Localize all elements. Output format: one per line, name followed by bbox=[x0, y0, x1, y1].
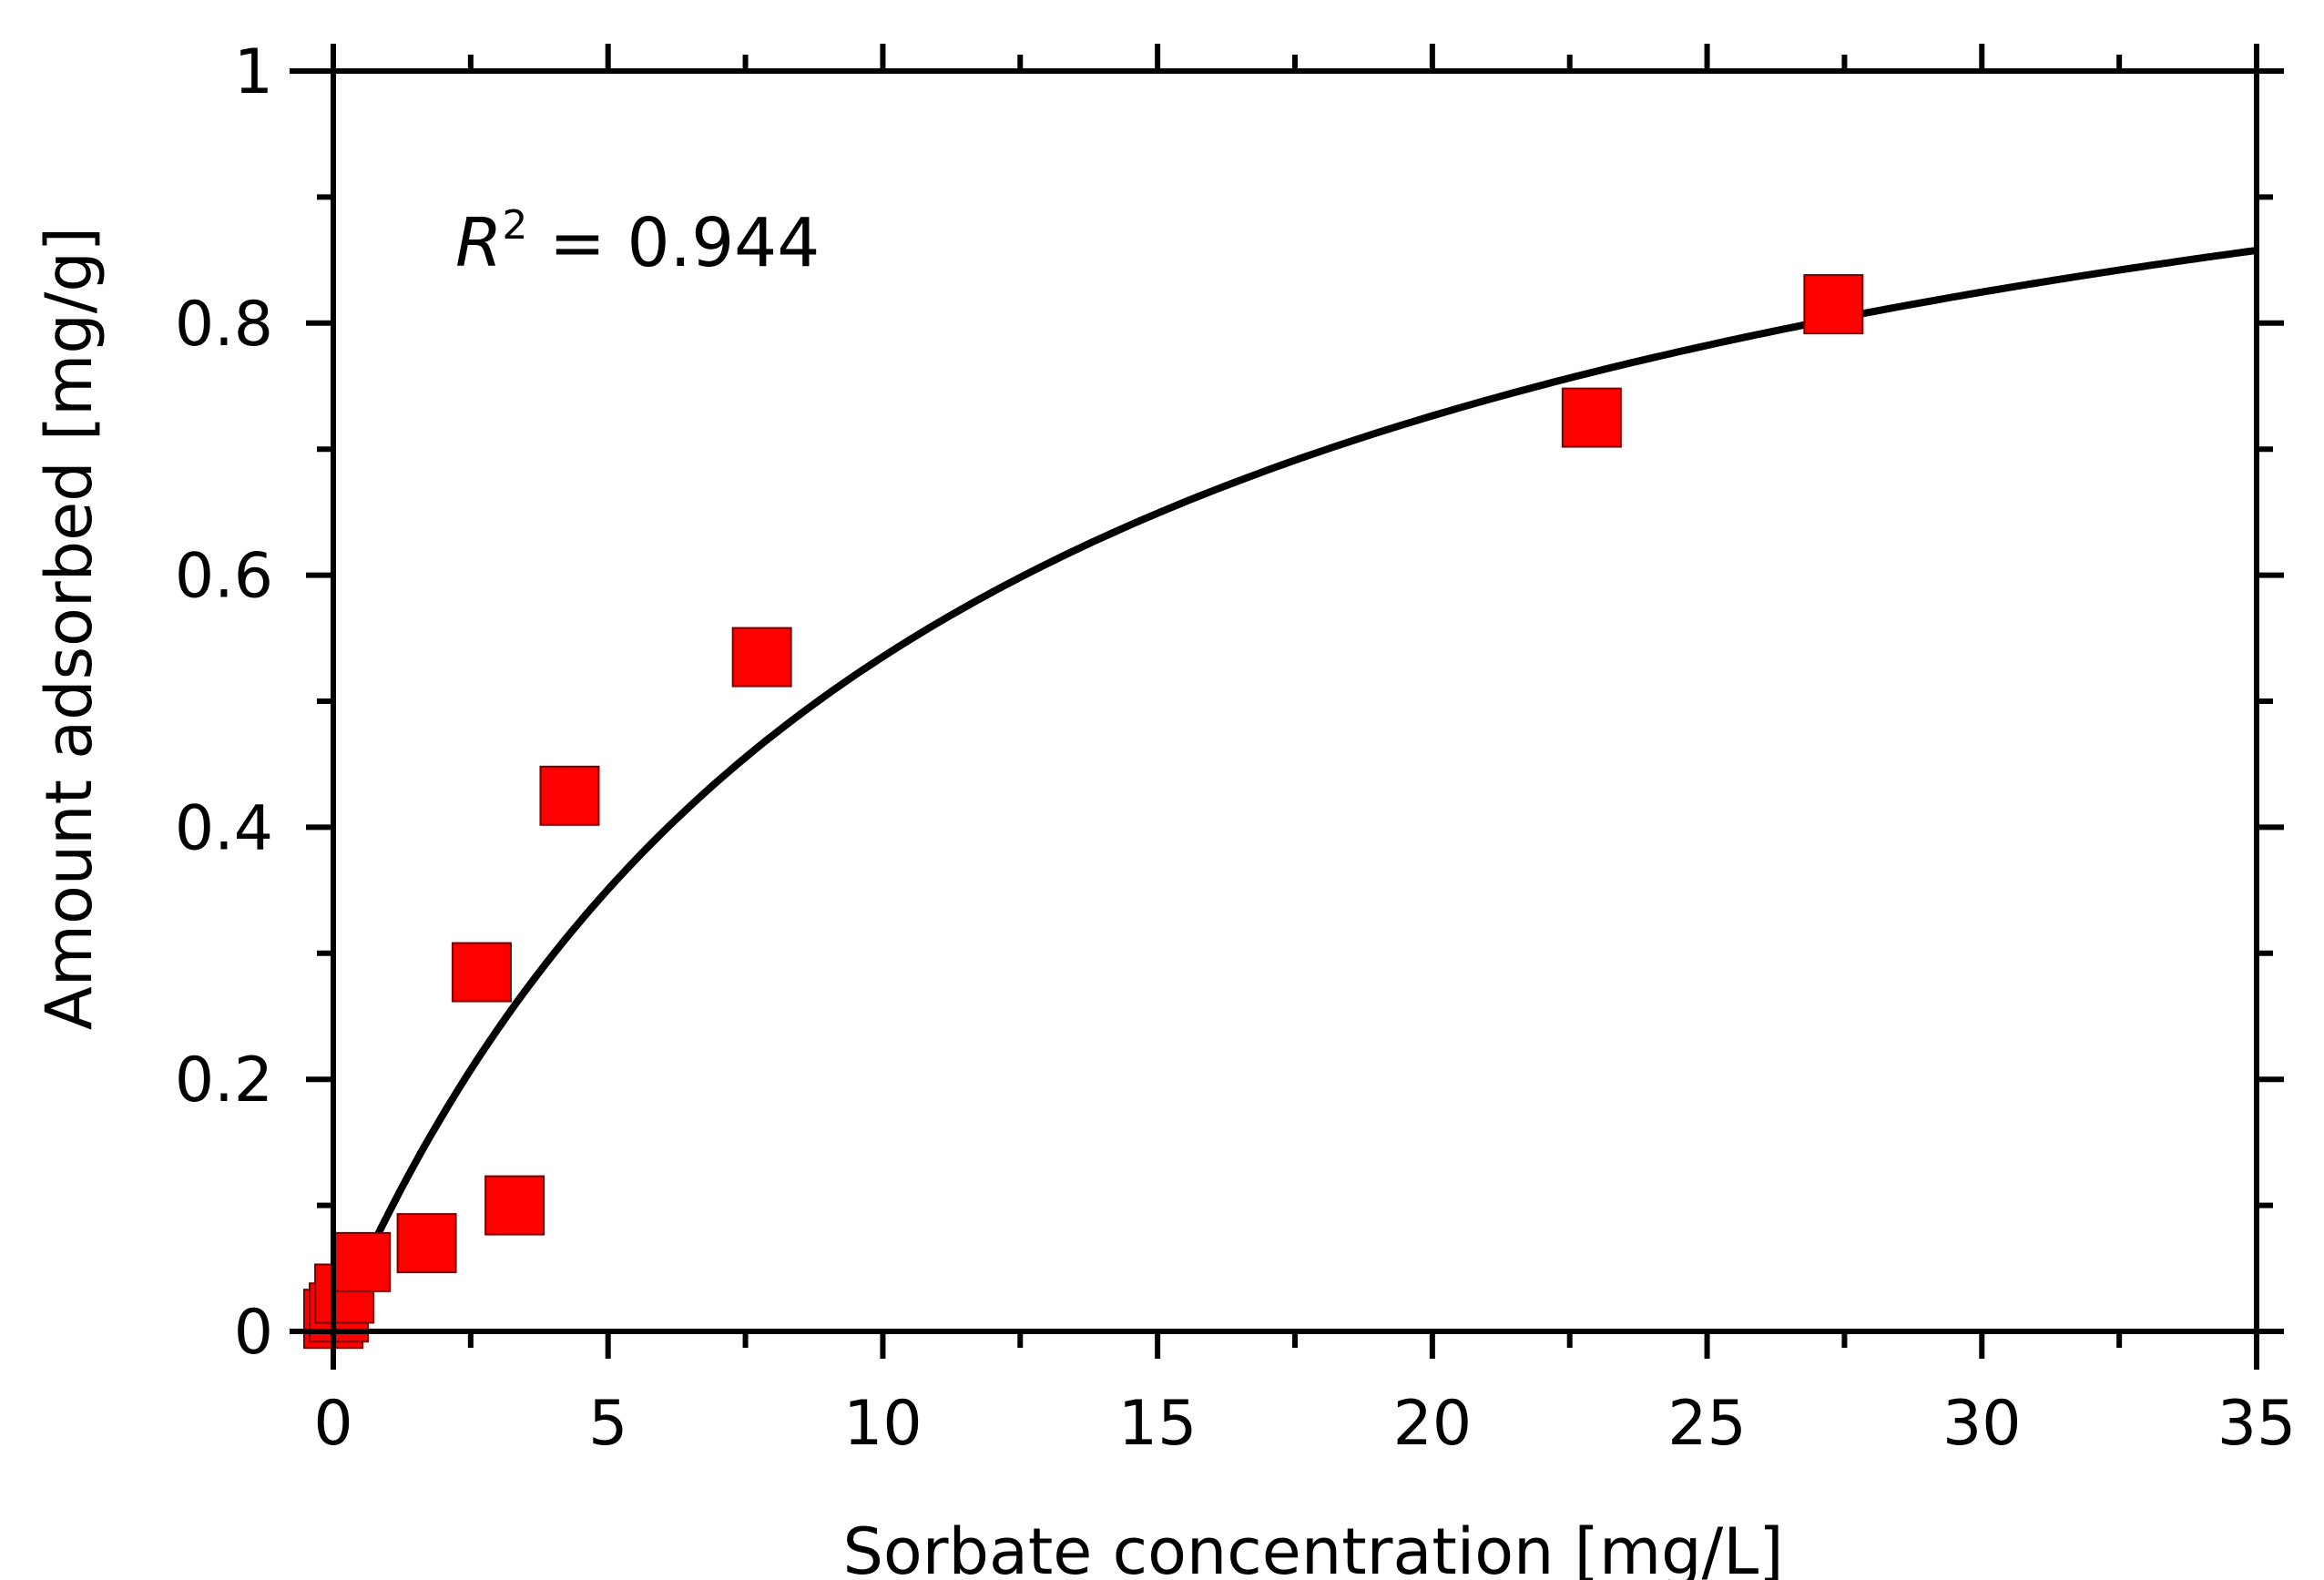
data-point bbox=[731, 627, 792, 688]
r-squared-annotation: R2 = 0.944 bbox=[455, 202, 820, 282]
x-tick-label: 25 bbox=[1667, 1388, 1747, 1460]
data-point bbox=[396, 1213, 457, 1274]
r-squared-superscript: 2 bbox=[502, 202, 527, 249]
data-point bbox=[484, 1175, 545, 1236]
y-tick-label: 0.2 bbox=[175, 1045, 273, 1116]
r-squared-symbol: R bbox=[455, 204, 502, 282]
data-point bbox=[539, 765, 600, 826]
x-axis-title: Sorbate concentration [mg/L] bbox=[842, 1514, 1783, 1580]
y-tick-label: 1 bbox=[234, 36, 273, 108]
r-squared-value: = 0.944 bbox=[527, 204, 820, 282]
y-tick-label: 0.8 bbox=[175, 289, 273, 361]
y-tick-label: 0.6 bbox=[175, 541, 273, 613]
x-tick-label: 0 bbox=[313, 1388, 352, 1460]
y-tick-label: 0.4 bbox=[175, 792, 273, 864]
data-point bbox=[331, 1231, 392, 1292]
x-tick-label: 10 bbox=[843, 1388, 922, 1460]
data-point bbox=[1561, 387, 1622, 448]
x-tick-label: 35 bbox=[2217, 1388, 2297, 1460]
x-tick-label: 20 bbox=[1393, 1388, 1473, 1460]
y-axis-title: Amount adsorbed [mg/g] bbox=[32, 227, 107, 1030]
plot-frame-layer bbox=[290, 44, 2284, 1370]
data-point bbox=[1803, 274, 1864, 335]
x-tick-label: 5 bbox=[588, 1388, 627, 1460]
tick-labels-layer: 0 5 10 15 20 25 30 35 0 0.2 0.4 0.6 0.8 1 bbox=[175, 36, 2296, 1460]
fit-curve-line bbox=[330, 246, 2258, 1333]
data-point bbox=[451, 942, 512, 1003]
y-tick-label: 0 bbox=[234, 1297, 273, 1369]
fit-curve-layer bbox=[330, 246, 2258, 1333]
x-tick-label: 30 bbox=[1942, 1388, 2022, 1460]
x-tick-label: 15 bbox=[1118, 1388, 1198, 1460]
